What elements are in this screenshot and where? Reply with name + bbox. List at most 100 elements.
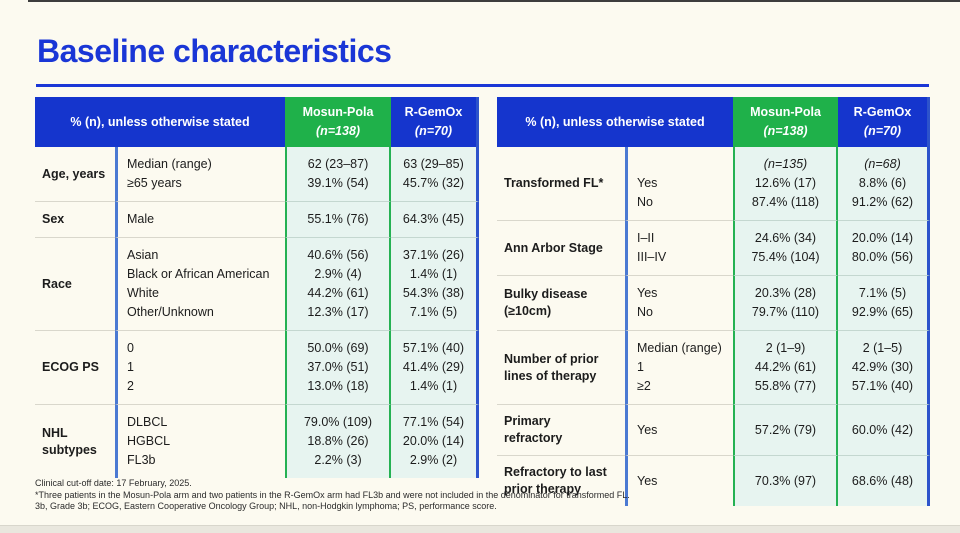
row-subcategories: Median (range) 1 ≥2	[625, 330, 733, 404]
row-values-r-gemox: 20.0% (14) 80.0% (56)	[838, 220, 930, 275]
cell-line: Median (range)	[637, 341, 722, 355]
cell-line: 7.1% (5)	[858, 286, 907, 300]
row-subcategories: Median (range) ≥65 years	[115, 147, 285, 201]
table-header-mosun-pola: Mosun-Pola (n=138)	[733, 97, 838, 147]
table-header-mosun-pola: Mosun-Pola (n=138)	[285, 97, 391, 147]
cell-line: Yes	[637, 473, 658, 488]
row-values-r-gemox: 57.1% (40) 41.4% (29) 1.4% (1)	[391, 330, 479, 404]
row-values-r-gemox: 7.1% (5) 92.9% (65)	[838, 275, 930, 330]
cell-line: White	[127, 286, 159, 300]
cell-line: 55.8% (77)	[754, 379, 817, 393]
row-values-r-gemox: (n=68) 8.8% (6) 91.2% (62)	[838, 147, 930, 220]
cell-line: 64.3% (45)	[402, 212, 465, 226]
cell-line: 37.1% (26)	[402, 248, 465, 262]
row-subcategories: Yes No	[625, 147, 733, 220]
cell-line: 91.2% (62)	[851, 195, 914, 209]
row-category: Refractory to last prior therapy	[497, 455, 625, 506]
baseline-table-left: % (n), unless otherwise stated Mosun-Pola…	[35, 97, 479, 478]
cell-line: (n=138)	[763, 124, 808, 138]
row-subcategories: Asian Black or African American White Other…	[115, 237, 285, 330]
row-subcategories: I–II III–IV	[625, 220, 733, 275]
row-subcategories: DLBCL HGBCL FL3b	[115, 404, 285, 478]
row-subcategories: Yes No	[625, 275, 733, 330]
bottom-edge-strip	[0, 525, 960, 533]
tables-container: % (n), unless otherwise stated Mosun-Pola…	[35, 97, 930, 506]
row-values-mosun-pola: 55.1% (76)	[285, 201, 391, 237]
cell-line: DLBCL	[127, 415, 168, 429]
row-values-mosun-pola: 2 (1–9) 44.2% (61) 55.8% (77)	[733, 330, 838, 404]
top-edge-strip	[28, 0, 960, 2]
cell-line: HGBCL	[127, 434, 171, 448]
footnote-asterisk: *Three patients in the Mosun-Pola arm an…	[35, 489, 630, 500]
cell-line: 1	[127, 360, 134, 374]
row-category: Sex	[35, 201, 115, 237]
cell-line: 12.6% (17)	[754, 176, 817, 190]
cell-line: 18.8% (26)	[307, 434, 369, 448]
cell-line: (n=138)	[315, 124, 361, 138]
cell-line: Median (range)	[127, 157, 212, 171]
row-values-mosun-pola: 57.2% (79)	[733, 404, 838, 455]
cell-line: 7.1% (5)	[409, 305, 458, 319]
row-values-r-gemox: 68.6% (48)	[838, 455, 930, 506]
cell-line: 63 (29–85)	[403, 157, 464, 171]
cell-line: 2 (1–9)	[765, 341, 806, 355]
row-values-r-gemox: 2 (1–5) 42.9% (30) 57.1% (40)	[838, 330, 930, 404]
cell-line: 42.9% (30)	[851, 360, 914, 374]
cell-line: 50.0% (69)	[307, 341, 369, 355]
row-values-r-gemox: 37.1% (26) 1.4% (1) 54.3% (38) 7.1% (5)	[391, 237, 479, 330]
cell-line: 20.0% (14)	[851, 231, 914, 245]
title-underline	[36, 84, 929, 87]
cell-line: No	[637, 195, 653, 209]
row-values-mosun-pola: 24.6% (34) 75.4% (104)	[733, 220, 838, 275]
cell-line: 92.9% (65)	[851, 305, 914, 319]
cell-line: Yes	[637, 286, 658, 300]
row-category: Transformed FL*	[504, 176, 604, 190]
row-subcategories: Yes	[625, 455, 733, 506]
row-category: Number of prior lines of therapy	[497, 330, 625, 404]
row-category: Race	[35, 237, 115, 330]
cell-line: 60.0% (42)	[851, 422, 914, 437]
row-category: Ann Arbor Stage	[497, 220, 625, 275]
cell-line: 44.2% (61)	[307, 286, 369, 300]
cell-line: I–II	[637, 231, 655, 245]
cell-line: 80.0% (56)	[851, 250, 914, 264]
cell-line: 41.4% (29)	[402, 360, 465, 374]
cell-line: 55.1% (76)	[307, 212, 369, 226]
cell-line: Black or African American	[127, 267, 270, 281]
table-header-label: % (n), unless otherwise stated	[35, 97, 285, 147]
row-values-mosun-pola: 79.0% (109) 18.8% (26) 2.2% (3)	[285, 404, 391, 478]
row-category: NHL subtypes	[35, 404, 115, 478]
row-values-r-gemox: 60.0% (42)	[838, 404, 930, 455]
table-header-r-gemox: R-GemOx (n=70)	[391, 97, 479, 147]
row-values-mosun-pola: 70.3% (97)	[733, 455, 838, 506]
table-header-label: % (n), unless otherwise stated	[497, 97, 733, 147]
cell-line: 79.7% (110)	[751, 305, 820, 319]
cell-line: 75.4% (104)	[751, 250, 820, 264]
cell-line: 62 (23–87)	[307, 157, 369, 171]
cell-line: Mosun-Pola	[302, 105, 374, 119]
row-category: Primary refractory	[497, 404, 625, 455]
cell-line: 87.4% (118)	[751, 195, 820, 209]
cell-line: Yes	[637, 176, 658, 190]
cell-line: ≥65 years	[127, 176, 182, 190]
cell-line: 57.2% (79)	[754, 422, 817, 437]
row-values-r-gemox: 77.1% (54) 20.0% (14) 2.9% (2)	[391, 404, 479, 478]
cell-line: Mosun-Pola	[750, 105, 821, 119]
cell-line: 2.9% (4)	[314, 267, 362, 281]
table-header-r-gemox: R-GemOx (n=70)	[838, 97, 930, 147]
row-subcategories: 0 1 2	[115, 330, 285, 404]
cell-line	[637, 155, 731, 174]
footnote-cutoff-date: Clinical cut-off date: 17 February, 2025…	[35, 478, 192, 488]
row-subcategories: Yes	[625, 404, 733, 455]
cell-line: 24.6% (34)	[754, 231, 817, 245]
row-category: Age, years	[42, 166, 106, 181]
cell-line: 2 (1–5)	[862, 341, 903, 355]
cell-line: 54.3% (38)	[402, 286, 465, 300]
cell-line: 44.2% (61)	[754, 360, 817, 374]
cell-line: 2	[127, 379, 134, 393]
row-category: Bulky disease (≥10cm)	[497, 275, 625, 330]
row-values-mosun-pola: 50.0% (69) 37.0% (51) 13.0% (18)	[285, 330, 391, 404]
cell-line: 20.3% (28)	[754, 286, 817, 300]
row-values-r-gemox: 64.3% (45)	[391, 201, 479, 237]
